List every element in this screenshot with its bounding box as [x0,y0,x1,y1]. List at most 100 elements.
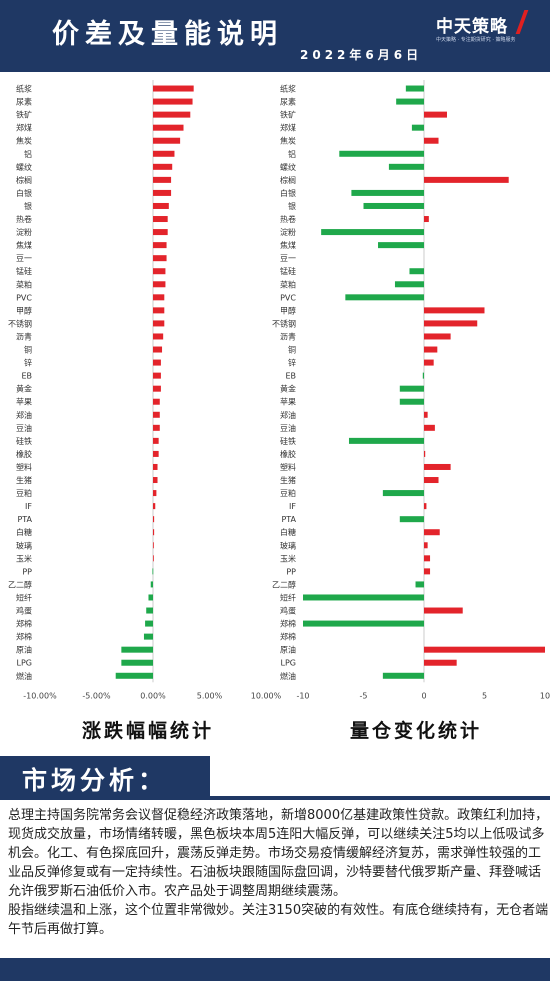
volume-bar [363,202,424,209]
volume-bar [424,463,451,470]
price-bar [153,346,163,353]
volume-category-label: 锌 [288,358,296,368]
price-category-label: 黄金 [16,384,32,394]
volume-category-label: 甲醇 [280,305,296,315]
volume-bar [424,529,440,536]
price-bar [145,620,153,627]
volume-bar [424,607,463,614]
volume-category-label: 玻璃 [280,540,296,550]
price-bar [153,229,168,236]
volume-category-label: 铜 [288,345,296,355]
volume-bar [424,411,428,418]
price-category-label: EB [21,372,32,381]
price-category-label: 生猪 [16,475,32,485]
price-category-label: 郑棉 [16,619,32,629]
volume-category-label: 热卷 [280,214,296,224]
price-category-label: 郑煤 [16,123,32,133]
volume-category-label: PVC [280,293,296,302]
volume-category-label: 沥青 [280,331,296,341]
volume-category-label: 尿素 [280,97,296,107]
volume-category-label: IF [289,502,296,511]
price-bar [143,633,153,640]
volume-tick-label: 5 [482,691,487,700]
price-bar [152,568,154,575]
price-bar [153,137,181,144]
volume-category-label: 焦炭 [280,136,296,146]
price-category-label: 塑料 [16,462,32,472]
price-bar [153,529,155,536]
volume-category-label: PTA [281,515,296,524]
price-bar [153,124,184,131]
volume-category-label: 菜粕 [280,279,296,289]
volume-category-label: LPG [281,659,296,668]
volume-category-label: 郑油 [280,410,296,420]
price-bar [153,516,155,523]
volume-bar [415,581,424,588]
volume-bar [424,176,509,183]
volume-category-label: 玉米 [280,553,296,563]
volume-bar [424,659,457,666]
price-bar [153,333,164,340]
section-divider [0,796,550,800]
price-bar [153,490,157,497]
price-bar [153,437,159,444]
price-bar [153,111,191,118]
volume-bar [424,333,451,340]
volume-bar [424,346,438,353]
volume-category-label: 生猪 [280,475,296,485]
price-category-label: 热卷 [16,214,32,224]
volume-category-label: 短纤 [280,592,296,602]
price-category-label: 玉米 [16,553,32,563]
volume-bar [424,555,431,562]
price-bar [153,463,158,470]
volume-bar [351,189,424,196]
price-category-label: 豆一 [16,254,32,263]
volume-bar [409,268,424,275]
price-category-label: 燃油 [16,671,32,681]
volume-tick-label: -5 [360,691,368,700]
volume-category-label: 郑煤 [280,123,296,133]
section-title: 市场分析： [22,766,168,795]
price-category-label: PP [22,567,32,576]
price-bar [121,659,153,666]
price-bar [153,555,154,562]
price-bar [153,320,165,327]
analysis-paragraph: 股指继续温和上涨，这个位置非常微妙。关注3150突破的有效性。有底仓继续持有，无… [8,903,549,937]
price-category-label: 锌 [24,358,32,368]
price-bar [153,359,161,366]
price-bar [153,411,160,418]
market-analysis-text: 总理主持国务院常务会议督促稳经济政策落地，新增8000亿基建政策性贷款。政策红利… [8,806,550,939]
volume-bar [348,437,424,444]
price-bar [153,503,156,510]
volume-bar [424,646,545,653]
volume-bar [422,372,424,379]
volume-bar [424,359,434,366]
price-category-label: 白糖 [16,527,32,537]
volume-bar [424,542,428,549]
page-title: 价差及量能说明 [52,19,283,50]
volume-bar [399,516,424,523]
volume-bar [405,85,424,92]
volume-category-label: 银 [288,201,296,211]
price-bar [153,98,193,105]
price-bar [153,424,160,431]
price-tick-label: 5.00% [197,691,223,700]
volume-bar [303,620,424,627]
volume-category-label: 郑棉 [280,632,296,642]
price-category-label: 银 [24,201,32,211]
volume-category-label: 黄金 [280,384,296,394]
volume-category-label: 豆粕 [280,488,296,498]
price-tick-label: -5.00% [82,691,111,700]
price-bar [153,216,168,223]
price-category-label: PTA [17,515,32,524]
price-bar [153,307,165,314]
price-category-label: 淀粉 [16,227,32,237]
price-bar [153,542,154,549]
price-category-label: 棕榈 [16,175,32,185]
brand-logo: 中天策略 中天策略 · 专注期货研究 · 策略服务 [436,8,536,52]
volume-bar [378,242,424,249]
price-category-label: 焦炭 [16,136,32,146]
volume-bar [303,594,424,601]
volume-bar [396,98,424,105]
